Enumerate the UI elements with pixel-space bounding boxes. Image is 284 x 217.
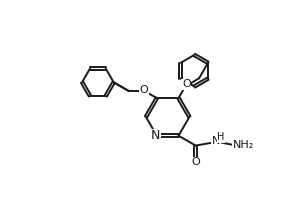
- Text: O: O: [182, 79, 191, 89]
- Text: H: H: [217, 132, 225, 142]
- Text: N: N: [151, 129, 160, 142]
- Text: N: N: [212, 136, 220, 146]
- Text: O: O: [139, 85, 148, 95]
- Text: NH₂: NH₂: [233, 140, 254, 150]
- Text: O: O: [191, 157, 200, 167]
